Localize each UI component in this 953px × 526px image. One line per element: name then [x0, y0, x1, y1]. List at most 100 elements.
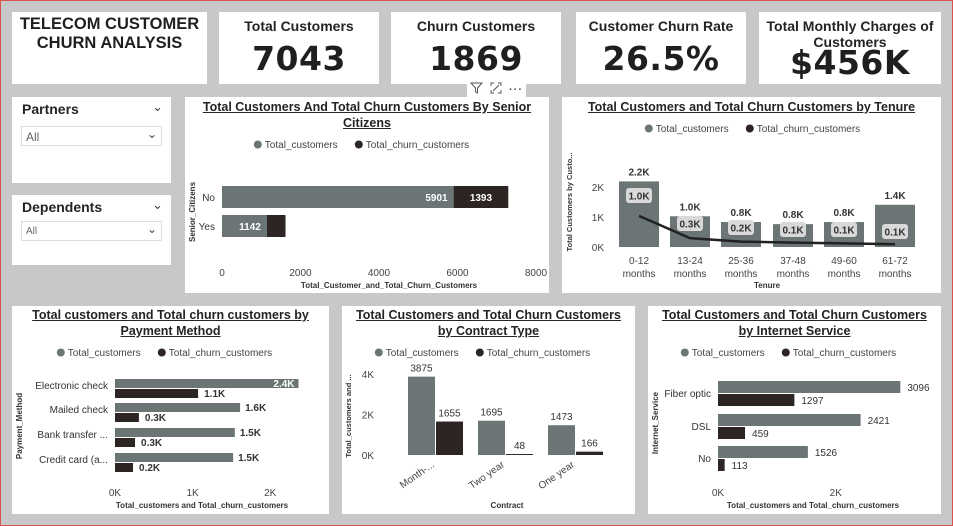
- chart-card-internet[interactable]: Total Customers and Total Churn Customer…: [648, 306, 941, 514]
- data-label: 3875: [410, 364, 433, 375]
- slicer-dropdown[interactable]: All ⌄: [21, 126, 162, 146]
- bar-total: [115, 403, 241, 412]
- category-label: months: [879, 269, 912, 280]
- tick-label: 4K: [362, 370, 375, 381]
- tick-label: 0: [219, 268, 225, 279]
- slicer-dependents[interactable]: Dependents ⌄ All ⌄: [12, 195, 171, 265]
- category-label: 37-48: [780, 256, 806, 267]
- report-title: TELECOM CUSTOMER CHURN ANALYSIS: [19, 15, 200, 52]
- category-label: 13-24: [677, 256, 703, 267]
- chart-card-payment[interactable]: Total customers and Total churn customer…: [12, 306, 329, 514]
- tick-label: 2K: [830, 488, 843, 499]
- category-label: One year: [537, 459, 578, 492]
- tick-label: 1K: [186, 488, 199, 499]
- chart-title: Total Customers and Total Churn Customer…: [356, 308, 621, 338]
- tick-label: 0K: [362, 451, 375, 462]
- tick-label: 0K: [592, 243, 605, 254]
- category-label: No: [202, 193, 215, 204]
- legend-label: Total_churn_customers: [757, 124, 860, 135]
- chart-tenure: Total_customers Total_churn_customers 0K 1K…: [565, 124, 915, 290]
- data-label: 0.3K: [679, 220, 701, 231]
- data-label: 166: [581, 439, 598, 450]
- kpi-total-customers[interactable]: Total Customers 7043: [219, 12, 379, 84]
- more-options-icon[interactable]: ···: [509, 83, 523, 96]
- data-label: 3096: [907, 383, 930, 394]
- category-label: 49-60: [831, 256, 857, 267]
- bar-total: [408, 376, 435, 455]
- chart-title: Total Customers and Total Churn Customer…: [587, 100, 916, 114]
- chevron-down-icon[interactable]: ⌄: [152, 197, 163, 212]
- kpi-value: 26.5%: [602, 39, 720, 78]
- data-label: 0.2K: [139, 463, 161, 474]
- bar-churn: [453, 186, 509, 208]
- axis-label: Total_customers and Total_churn_customer…: [116, 501, 289, 510]
- legend-label: Total_customers: [656, 124, 729, 135]
- category-label: Yes: [199, 222, 215, 233]
- category-label: Two year: [467, 459, 507, 492]
- bar-total: [222, 186, 454, 208]
- category-label: months: [828, 269, 861, 280]
- chart-card-senior[interactable]: ··· Total Customers And Total Churn Cust…: [185, 82, 549, 293]
- data-label-bg: [677, 216, 703, 231]
- category-label: Electronic check: [35, 381, 109, 392]
- churn-line: [638, 214, 896, 246]
- kpi-value: $456K: [790, 43, 910, 82]
- data-label: 1.5K: [238, 453, 260, 464]
- axis-label: Contract: [491, 501, 524, 510]
- filter-icon[interactable]: [469, 82, 484, 97]
- data-label: 0.1K: [782, 226, 804, 237]
- chart-senior: Total_customers Total_churn_customers No 59…: [188, 140, 548, 290]
- tick-label: 1K: [592, 213, 605, 224]
- bar-total: [718, 446, 808, 458]
- chart-card-contract[interactable]: Total Customers and Total Churn Customer…: [342, 306, 635, 514]
- kpi-value: 1869: [429, 39, 523, 78]
- category-label: months: [623, 269, 656, 280]
- data-label: 1.5K: [240, 428, 262, 439]
- bar-churn: [115, 413, 139, 422]
- legend-label: Total_churn_customers: [366, 140, 469, 151]
- chart-payment: Total_customers Total_churn_customers Elec…: [15, 348, 299, 510]
- data-label: 113: [732, 461, 748, 472]
- tick-label: 0K: [109, 488, 122, 499]
- category-label: Credit card (a...: [39, 455, 108, 466]
- slicer-partners[interactable]: Partners ⌄ All ⌄: [12, 97, 171, 183]
- legend-marker: [157, 348, 166, 357]
- data-label: 0.8K: [730, 208, 752, 219]
- bar-total: [548, 425, 575, 455]
- chevron-down-icon[interactable]: ⌄: [152, 99, 163, 114]
- chart-card-tenure[interactable]: Total Customers and Total Churn Customer…: [562, 97, 941, 293]
- chevron-down-icon: ⌄: [146, 127, 157, 141]
- chart-title: Total customers and Total churn customer…: [32, 308, 309, 338]
- legend-marker: [680, 348, 689, 357]
- focus-mode-icon[interactable]: [490, 82, 502, 97]
- data-label: 1142: [239, 222, 261, 233]
- data-label: 0.3K: [145, 413, 167, 424]
- tick-label: 8000: [525, 268, 548, 279]
- bar-total: [222, 215, 267, 237]
- legend-label: Total_customers: [68, 348, 141, 359]
- data-label: 1393: [470, 193, 493, 204]
- bar-total: [115, 379, 299, 388]
- kpi-churn-rate[interactable]: Customer Churn Rate 26.5%: [576, 12, 746, 84]
- kpi-title: Total Customers: [244, 18, 354, 34]
- category-label: 61-72: [882, 256, 908, 267]
- kpi-churn-customers[interactable]: Churn Customers 1869: [391, 12, 561, 84]
- tick-label: 2K: [592, 183, 605, 194]
- axis-label: Total Customers by Custo...: [565, 152, 574, 251]
- tick-label: 2000: [289, 268, 312, 279]
- slicer-dropdown[interactable]: All ⌄: [21, 221, 162, 241]
- legend-marker: [781, 348, 790, 357]
- slicer-value: All: [26, 226, 38, 237]
- kpi-monthly-charges[interactable]: Total Monthly Charges of Customers $456K: [759, 12, 941, 84]
- data-label: 0.1K: [884, 228, 906, 239]
- data-label: 0.8K: [833, 208, 855, 219]
- chevron-down-icon: ⌄: [146, 222, 157, 236]
- data-label-bg: [882, 224, 908, 239]
- legend-label: Total_churn_customers: [793, 348, 896, 359]
- data-label: 1473: [550, 412, 573, 423]
- legend-label: Total_churn_customers: [169, 348, 272, 359]
- bar-churn: [576, 451, 603, 455]
- data-label: 2.4K: [273, 379, 295, 390]
- axis-label: Total_Customer_and_Total_Churn_Customers: [301, 281, 478, 290]
- category-label: Mailed check: [50, 405, 109, 416]
